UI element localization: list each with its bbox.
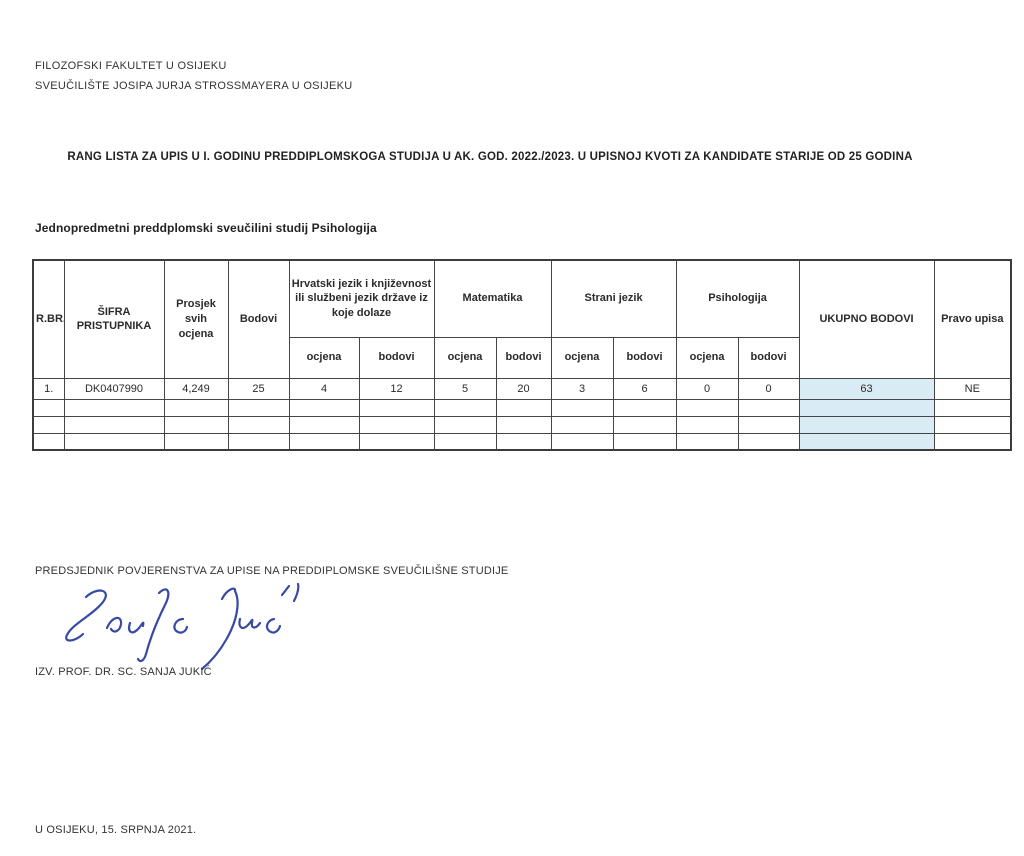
cell-matematika-bodovi: 20 xyxy=(495,377,552,400)
cell-strani-ocjena: 3 xyxy=(550,377,614,400)
study-programme-subtitle: Jednopredmetni preddplomski sveučilini s… xyxy=(35,221,377,235)
subheader-hrvatski-ocjena: ocjena xyxy=(288,336,360,379)
cell-prosjek xyxy=(163,432,229,451)
subheader-hrvatski-bodovi: bodovi xyxy=(358,336,435,379)
col-header-sifra-pristupnika: ŠIFRA PRISTUPNIKA xyxy=(63,259,165,379)
group-header-psihologija: Psihologija xyxy=(675,259,800,338)
cell-psihologija-ocjena xyxy=(675,415,739,434)
cell-pravo-upisa: NE xyxy=(933,377,1012,400)
cell-matematika-bodovi xyxy=(495,415,552,434)
cell-bodovi xyxy=(227,415,290,434)
subheader-psihologija-bodovi: bodovi xyxy=(737,336,800,379)
cell-sifra-pristupnika xyxy=(63,415,165,434)
cell-matematika-ocjena: 5 xyxy=(433,377,497,400)
cell-pravo-upisa xyxy=(933,432,1012,451)
cell-hrvatski-ocjena xyxy=(288,415,360,434)
place-and-date-line: U OSIJEKU, 15. SRPNJA 2021. xyxy=(35,824,197,836)
cell-rbr: 1. xyxy=(32,377,65,400)
subheader-matematika-bodovi: bodovi xyxy=(495,336,552,379)
col-header-pravo-upisa: Pravo upisa xyxy=(933,259,1012,379)
signatory-typed-name: IZV. PROF. DR. SC. SANJA JUKIĆ xyxy=(35,666,212,678)
cell-matematika-ocjena xyxy=(433,432,497,451)
cell-strani-bodovi xyxy=(612,415,677,434)
handwritten-signature xyxy=(65,582,300,671)
cell-ukupno-bodovi xyxy=(798,398,935,417)
cell-prosjek xyxy=(163,415,229,434)
group-header-strani-jezik: Strani jezik xyxy=(550,259,677,338)
cell-rbr xyxy=(32,415,65,434)
cell-strani-ocjena xyxy=(550,398,614,417)
cell-bodovi xyxy=(227,432,290,451)
subheader-strani-ocjena: ocjena xyxy=(550,336,614,379)
cell-strani-bodovi xyxy=(612,432,677,451)
cell-hrvatski-ocjena: 4 xyxy=(288,377,360,400)
cell-psihologija-ocjena xyxy=(675,432,739,451)
cell-prosjek: 4,249 xyxy=(163,377,229,400)
rang-lista-table-wrapper: R.BR. ŠIFRA PRISTUPNIKA Prosjek svih ocj… xyxy=(32,259,1013,451)
cell-hrvatski-ocjena xyxy=(288,398,360,417)
cell-psihologija-bodovi xyxy=(737,415,800,434)
cell-ukupno-bodovi xyxy=(798,415,935,434)
cell-prosjek xyxy=(163,398,229,417)
table-row xyxy=(32,432,1012,451)
col-header-ukupno-bodovi: UKUPNO BODOVI xyxy=(798,259,935,379)
signatory-role-line: PREDSJEDNIK POVJERENSTVA ZA UPISE NA PRE… xyxy=(35,565,509,577)
header-row-subcolumns: ocjena bodovi ocjena bodovi ocjena bodov… xyxy=(33,336,1011,379)
cell-matematika-ocjena xyxy=(433,398,497,417)
subheader-matematika-ocjena: ocjena xyxy=(433,336,497,379)
table-row xyxy=(32,398,1012,417)
cell-psihologija-bodovi: 0 xyxy=(737,377,800,400)
col-header-prosjek-svih-ocjena: Prosjek svih ocjena xyxy=(163,259,229,379)
cell-matematika-bodovi xyxy=(495,398,552,417)
cell-matematika-ocjena xyxy=(433,415,497,434)
cell-matematika-bodovi xyxy=(495,432,552,451)
cell-rbr xyxy=(32,432,65,451)
cell-pravo-upisa xyxy=(933,398,1012,417)
cell-ukupno-bodovi xyxy=(798,432,935,451)
subheader-psihologija-ocjena: ocjena xyxy=(675,336,739,379)
cell-hrvatski-bodovi xyxy=(358,398,435,417)
cell-pravo-upisa xyxy=(933,415,1012,434)
letterhead-line1: FILOZOFSKI FAKULTET U OSIJEKU xyxy=(35,60,227,72)
cell-ukupno-bodovi: 63 xyxy=(798,377,935,400)
letterhead-line2: SVEUČILIŠTE JOSIPA JURJA STROSSMAYERA U … xyxy=(35,80,353,92)
cell-hrvatski-bodovi xyxy=(358,415,435,434)
cell-bodovi xyxy=(227,398,290,417)
cell-sifra-pristupnika xyxy=(63,398,165,417)
cell-hrvatski-bodovi: 12 xyxy=(358,377,435,400)
cell-psihologija-ocjena: 0 xyxy=(675,377,739,400)
cell-rbr xyxy=(32,398,65,417)
col-header-rbr: R.BR. xyxy=(32,259,65,379)
header-row-groups: R.BR. ŠIFRA PRISTUPNIKA Prosjek svih ocj… xyxy=(32,259,1012,379)
cell-bodovi: 25 xyxy=(227,377,290,400)
group-header-hrvatski-jezik: Hrvatski jezik i književnost ili služben… xyxy=(288,259,435,338)
table-row xyxy=(32,415,1012,434)
cell-sifra-pristupnika xyxy=(63,432,165,451)
cell-strani-bodovi: 6 xyxy=(612,377,677,400)
cell-strani-ocjena xyxy=(550,415,614,434)
cell-psihologija-bodovi xyxy=(737,398,800,417)
cell-strani-bodovi xyxy=(612,398,677,417)
cell-hrvatski-bodovi xyxy=(358,432,435,451)
group-header-matematika: Matematika xyxy=(433,259,552,338)
rang-lista-table: R.BR. ŠIFRA PRISTUPNIKA Prosjek svih ocj… xyxy=(32,259,1013,451)
cell-psihologija-bodovi xyxy=(737,432,800,451)
cell-strani-ocjena xyxy=(550,432,614,451)
cell-hrvatski-ocjena xyxy=(288,432,360,451)
table-row: 1. DK0407990 4,249 25 4 12 5 20 3 6 0 0 … xyxy=(32,377,1012,400)
document-title: RANG LISTA ZA UPIS U I. GODINU PREDDIPLO… xyxy=(67,151,913,163)
cell-psihologija-ocjena xyxy=(675,398,739,417)
cell-sifra-pristupnika: DK0407990 xyxy=(63,377,165,400)
subheader-strani-bodovi: bodovi xyxy=(612,336,677,379)
col-header-bodovi: Bodovi xyxy=(227,259,290,379)
letterhead: FILOZOFSKI FAKULTET U OSIJEKU SVEUČILIŠT… xyxy=(35,56,353,96)
